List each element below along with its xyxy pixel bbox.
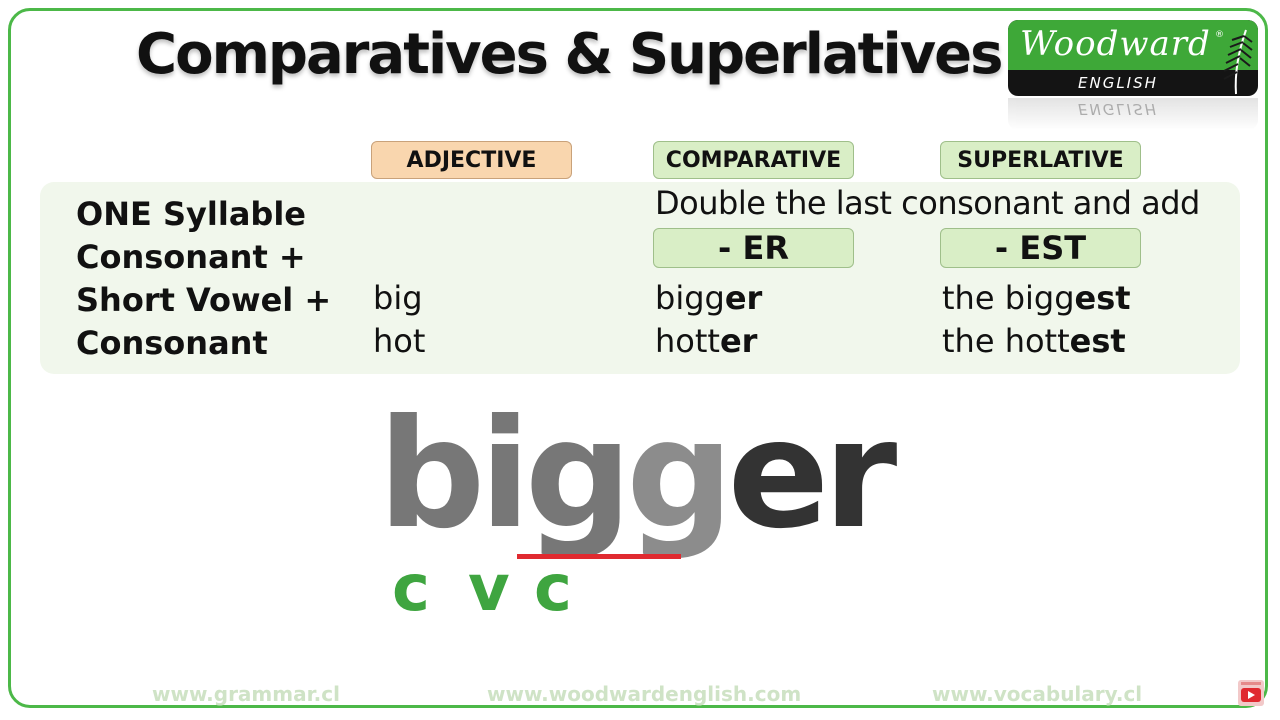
woodward-logo[interactable]: Woodward ® ENGLISH bbox=[1008, 20, 1258, 96]
header-superlative: SUPERLATIVE bbox=[940, 141, 1141, 179]
comparative-base: hott bbox=[655, 322, 720, 360]
example-comparative: hotter bbox=[655, 322, 757, 360]
logo-reflection: ENGLISH bbox=[1008, 98, 1258, 130]
example-comparative: bigger bbox=[655, 279, 762, 317]
example-adjective: hot bbox=[373, 322, 426, 360]
example-superlative: the hottest bbox=[942, 322, 1126, 360]
cvc-vowel: v bbox=[468, 552, 510, 626]
showcase-word: bigger bbox=[378, 388, 898, 562]
rule-line-2: Consonant + bbox=[76, 238, 306, 276]
logo-brand-text: Woodward bbox=[1020, 24, 1211, 64]
instruction-text: Double the last consonant and add bbox=[655, 184, 1200, 222]
slide-frame bbox=[8, 8, 1268, 708]
superlative-suffix: est bbox=[1074, 279, 1131, 317]
footer-link-woodward[interactable]: www.woodwardenglish.com bbox=[487, 682, 802, 706]
cvc-consonant-1: c bbox=[392, 552, 430, 626]
superlative-suffix: est bbox=[1069, 322, 1126, 360]
fern-icon bbox=[1223, 29, 1253, 95]
comparative-base: bigg bbox=[655, 279, 725, 317]
suffix-est: - EST bbox=[940, 228, 1141, 268]
superlative-base: the hott bbox=[942, 322, 1070, 360]
red-underline bbox=[517, 554, 681, 559]
youtube-icon[interactable] bbox=[1238, 680, 1264, 706]
comparative-suffix: er bbox=[724, 279, 763, 317]
logo-sub-text: ENGLISH bbox=[1078, 74, 1158, 92]
rule-line-4: Consonant bbox=[76, 324, 268, 362]
logo-green-band bbox=[1008, 20, 1258, 70]
showcase-part-double: g bbox=[626, 388, 733, 562]
logo-reflection-text: ENGLISH bbox=[1078, 100, 1158, 118]
rule-line-1: ONE Syllable bbox=[76, 195, 306, 233]
rule-line-3: Short Vowel + bbox=[76, 281, 332, 319]
example-superlative: the biggest bbox=[942, 279, 1131, 317]
showcase-part-base: big bbox=[378, 388, 632, 562]
footer-link-grammar[interactable]: www.grammar.cl bbox=[152, 682, 340, 706]
cvc-consonant-2: c bbox=[534, 552, 572, 626]
comparative-suffix: er bbox=[719, 322, 758, 360]
showcase-part-suffix: er bbox=[727, 388, 898, 562]
header-comparative: COMPARATIVE bbox=[653, 141, 854, 179]
superlative-base: the bigg bbox=[942, 279, 1075, 317]
footer-link-vocabulary[interactable]: www.vocabulary.cl bbox=[932, 682, 1143, 706]
page-title: Comparatives & Superlatives bbox=[136, 22, 1003, 87]
logo-registered-mark: ® bbox=[1215, 30, 1224, 40]
rule-panel bbox=[40, 182, 1240, 374]
suffix-er: - ER bbox=[653, 228, 854, 268]
header-adjective: ADJECTIVE bbox=[371, 141, 572, 179]
example-adjective: big bbox=[373, 279, 423, 317]
